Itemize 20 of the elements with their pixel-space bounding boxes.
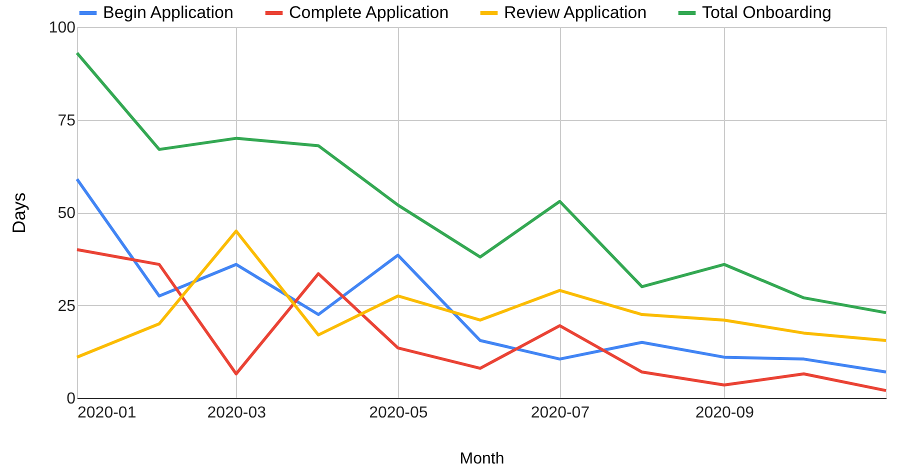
y-tick-label: 25 <box>58 298 76 315</box>
x-tick-label: 2020-09 <box>695 404 754 422</box>
x-tick-label: 2020-01 <box>78 404 136 422</box>
y-axis-title: Days <box>8 192 29 234</box>
x-tick-label: 2020-05 <box>369 404 428 422</box>
y-tick-label: 0 <box>66 390 76 408</box>
legend-label: Complete Application <box>289 3 449 22</box>
line-series <box>76 178 888 374</box>
x-tick-label: 2020-07 <box>530 404 590 422</box>
y-tick-label: 50 <box>58 205 76 222</box>
x-tick-label: 2020-03 <box>207 404 266 422</box>
legend-label: Review Application <box>504 3 647 22</box>
x-axis-title: Month <box>460 450 504 468</box>
legend-label: Begin Application <box>103 3 234 22</box>
y-tick-label: 75 <box>58 112 76 130</box>
y-tick-label: 100 <box>48 20 76 36</box>
line-series <box>76 51 888 314</box>
line-series <box>76 248 888 392</box>
line-series <box>76 230 888 359</box>
legend-label: Total Onboarding <box>702 3 832 22</box>
